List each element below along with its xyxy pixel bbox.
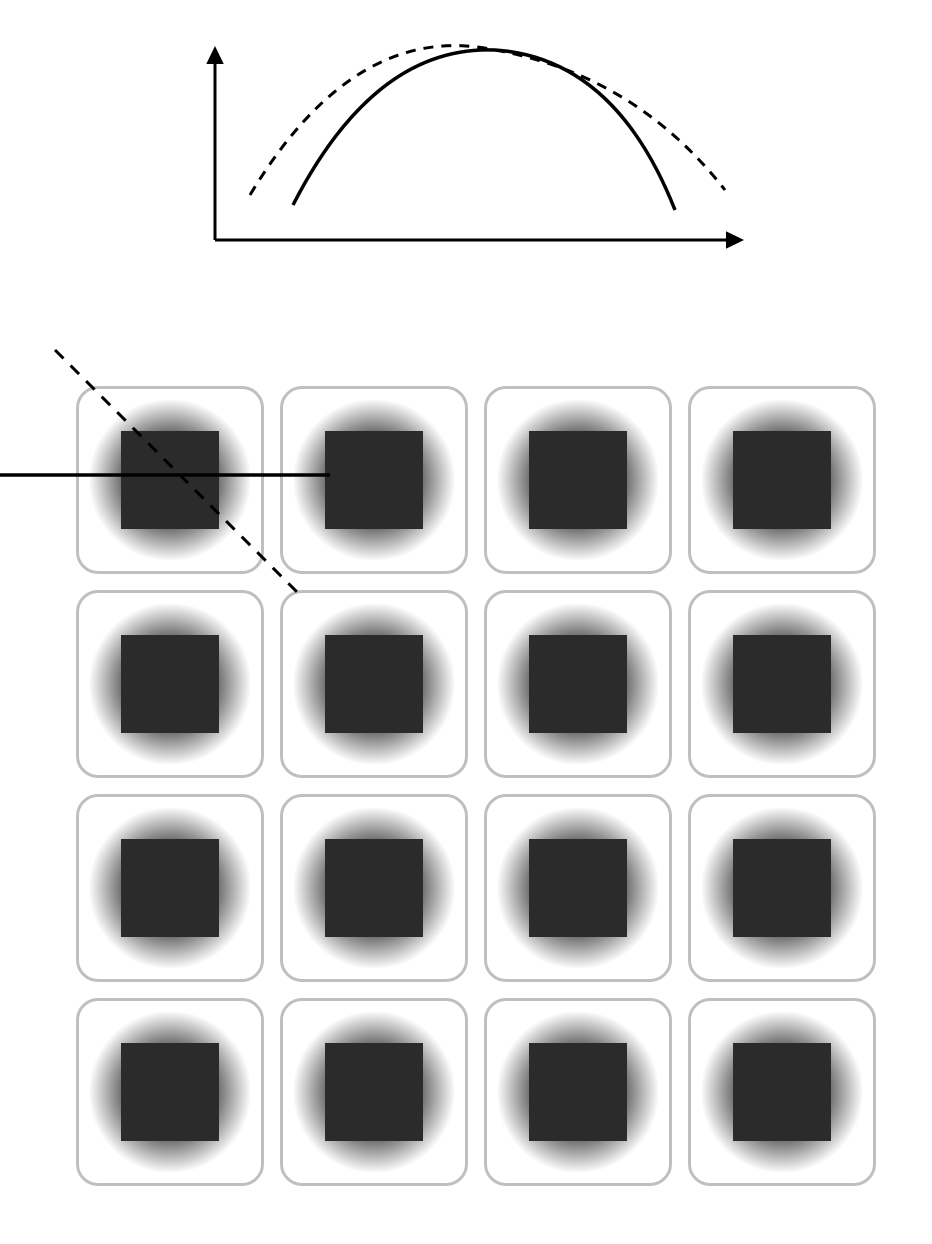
cell-core	[325, 1043, 423, 1141]
cell-core	[121, 1043, 219, 1141]
lens-cell	[274, 584, 474, 784]
curve-solid	[293, 50, 675, 210]
cell-core	[529, 1043, 627, 1141]
lens-cell	[478, 788, 678, 988]
lens-cell	[682, 584, 882, 784]
profile-chart	[195, 40, 755, 270]
lens-cell	[274, 380, 474, 580]
cell-core	[529, 635, 627, 733]
lens-cell	[478, 584, 678, 784]
lens-cell	[70, 584, 270, 784]
grid-container	[70, 380, 882, 1192]
cell-core	[325, 839, 423, 937]
cell-core	[733, 431, 831, 529]
lens-cell	[70, 380, 270, 580]
lens-cell	[478, 992, 678, 1192]
cell-core	[733, 1043, 831, 1141]
cell-core	[733, 635, 831, 733]
lens-array-grid	[70, 380, 882, 1192]
lens-cell	[478, 380, 678, 580]
chart-svg	[195, 40, 755, 270]
lens-cell	[682, 992, 882, 1192]
lens-cell	[274, 788, 474, 988]
cell-core	[121, 635, 219, 733]
cell-core	[529, 839, 627, 937]
lens-cell	[70, 788, 270, 988]
cell-core	[529, 431, 627, 529]
lens-cell	[70, 992, 270, 1192]
cell-core	[325, 635, 423, 733]
cell-core	[121, 839, 219, 937]
cell-core	[325, 431, 423, 529]
cell-core	[733, 839, 831, 937]
lens-cell	[682, 788, 882, 988]
lens-cell	[274, 992, 474, 1192]
lens-cell	[682, 380, 882, 580]
curve-dashed	[250, 46, 725, 195]
cell-core	[121, 431, 219, 529]
